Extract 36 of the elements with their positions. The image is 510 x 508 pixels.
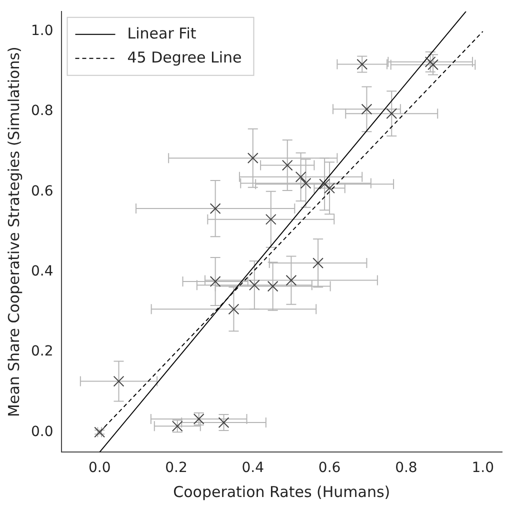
x-tick-label: 0.2 <box>165 460 188 476</box>
point <box>265 214 276 225</box>
point <box>300 178 312 189</box>
point <box>424 56 436 68</box>
y-tick-label: 0.6 <box>31 183 54 200</box>
point <box>361 104 372 115</box>
y-tick-label: 1.0 <box>31 23 54 40</box>
x-axis-title: Cooperation Rates (Humans) <box>173 482 390 501</box>
point <box>210 276 221 287</box>
point <box>428 59 438 70</box>
y-tick-label: 0.4 <box>31 264 54 280</box>
x-tick-label: 1.0 <box>472 460 494 476</box>
point <box>282 160 293 171</box>
point <box>210 203 221 214</box>
point <box>386 108 398 120</box>
point <box>248 280 260 291</box>
point <box>324 182 335 194</box>
point <box>113 376 124 387</box>
x-tick-label: 0.4 <box>242 460 264 476</box>
legend-label: 45 Degree Line <box>127 48 242 66</box>
legend-label: Linear Fit <box>127 24 196 42</box>
point <box>312 258 324 269</box>
y-tick-label: 0.8 <box>31 103 54 120</box>
y-tick-label: 0.0 <box>31 424 54 440</box>
y-axis-title: Mean Share Cooperative Strategies (Simulations) <box>4 46 23 417</box>
x-tick-label: 0.0 <box>88 460 111 476</box>
point <box>286 274 297 286</box>
point <box>228 304 240 315</box>
point <box>94 426 106 438</box>
point <box>247 152 258 164</box>
x-tick-label: 0.6 <box>318 460 341 476</box>
y-tick-label: 0.2 <box>31 344 54 360</box>
point <box>319 178 330 190</box>
point <box>267 280 278 292</box>
point <box>295 171 306 182</box>
x-tick-label: 0.8 <box>395 460 418 476</box>
